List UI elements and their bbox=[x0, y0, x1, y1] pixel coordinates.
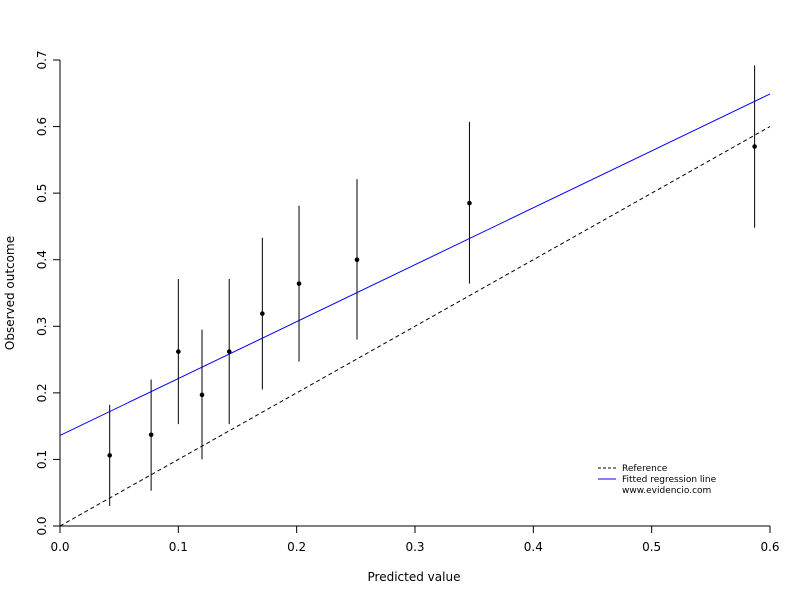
reference-line bbox=[59, 126, 771, 527]
data-points bbox=[107, 144, 757, 458]
x-axis-label: Predicted value bbox=[368, 570, 461, 584]
data-point bbox=[752, 144, 757, 149]
legend-entry-label: Fitted regression line bbox=[622, 475, 717, 485]
plot-lines bbox=[59, 93, 771, 527]
axes: 0.0 0.1 0.2 0.3 0.4 0.5 0.6 0.0 0.1 0.2 0.3 0.4 0.5 0… bbox=[35, 50, 780, 554]
data-point bbox=[260, 311, 265, 316]
x-tick-label: 0.4 bbox=[524, 540, 543, 554]
legend-entry-label: Reference bbox=[622, 464, 668, 474]
x-tick-label: 0.6 bbox=[760, 540, 779, 554]
y-tick-label: 0.7 bbox=[35, 50, 49, 69]
y-tick-label: 0.6 bbox=[35, 117, 49, 136]
data-point bbox=[354, 257, 360, 263]
regression-line bbox=[59, 93, 771, 436]
x-tick-label: 0.1 bbox=[169, 540, 188, 554]
y-tick-label: 0.0 bbox=[35, 516, 49, 535]
y-tick-label: 0.1 bbox=[35, 450, 49, 469]
y-tick-label: 0.3 bbox=[35, 317, 49, 336]
data-point bbox=[296, 281, 302, 286]
x-tick-label: 0.5 bbox=[642, 540, 661, 554]
y-tick-label: 0.4 bbox=[35, 250, 49, 269]
data-point bbox=[467, 200, 472, 206]
y-axis-label: Observed outcome bbox=[3, 236, 17, 350]
data-point bbox=[107, 453, 112, 458]
y-tick-label: 0.2 bbox=[35, 383, 49, 402]
error-bars bbox=[109, 65, 756, 507]
data-point bbox=[199, 392, 205, 398]
x-tick-label: 0.0 bbox=[50, 540, 69, 554]
data-point bbox=[226, 349, 232, 354]
x-tick-label: 0.2 bbox=[287, 540, 306, 554]
x-tick-label: 0.3 bbox=[405, 540, 424, 554]
legend-entry-label: www.evidencio.com bbox=[622, 486, 711, 496]
data-point bbox=[176, 349, 181, 354]
data-point bbox=[148, 432, 154, 438]
y-tick-label: 0.5 bbox=[35, 184, 49, 203]
